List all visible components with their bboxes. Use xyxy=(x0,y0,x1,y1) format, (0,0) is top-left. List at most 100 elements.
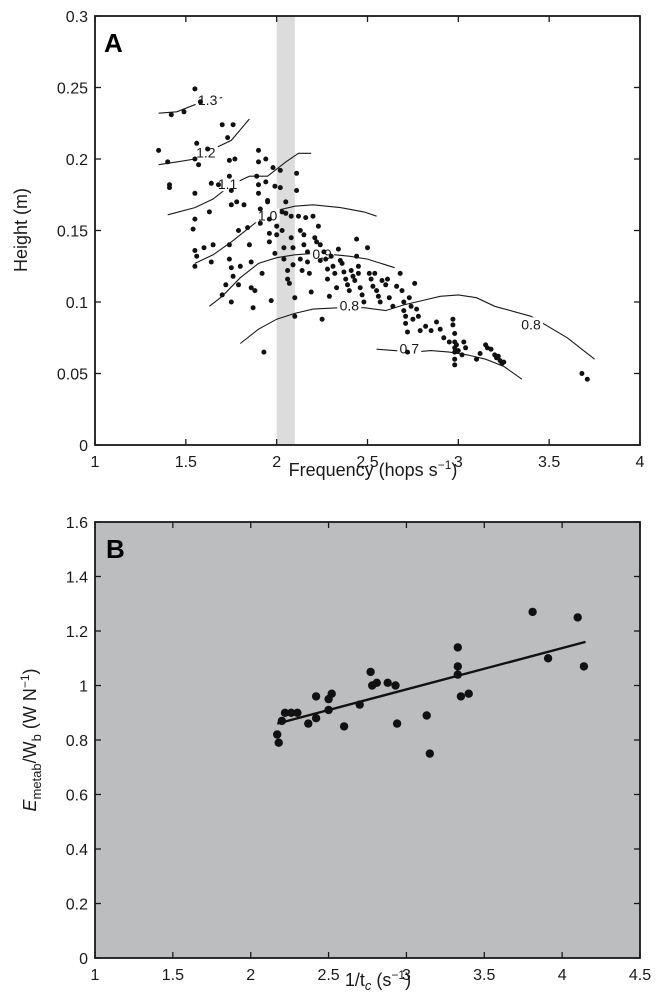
data-point xyxy=(399,288,405,294)
data-point xyxy=(248,285,254,291)
data-point xyxy=(350,273,356,279)
data-point xyxy=(270,165,276,171)
data-point xyxy=(210,242,216,248)
data-point xyxy=(366,270,372,276)
contour-lines: 1.31.21.11.00.90.80.80.7 xyxy=(158,92,595,380)
y-tick-label: 0.6 xyxy=(66,788,88,805)
data-point xyxy=(305,249,310,255)
data-point xyxy=(501,359,507,365)
data-point xyxy=(377,299,383,305)
data-point xyxy=(288,213,294,219)
data-point xyxy=(311,714,321,723)
data-point xyxy=(379,278,385,283)
contour-label-bg xyxy=(397,341,422,356)
data-point xyxy=(165,159,171,165)
contour-label: 1.1 xyxy=(218,176,238,192)
data-point xyxy=(308,289,314,295)
panel-a: 1.31.21.11.00.90.80.80.7 1 1.5 2 2.5 3 3.5 400… xyxy=(11,9,645,480)
data-point xyxy=(274,232,280,238)
data-point xyxy=(197,99,203,105)
x-tick-label: 2.5 xyxy=(356,454,378,471)
data-point xyxy=(226,173,232,179)
x-tick-label: 2 xyxy=(246,967,255,984)
data-point xyxy=(226,157,232,163)
x-tick-label: 1 xyxy=(91,967,100,984)
data-point xyxy=(206,209,212,215)
data-point xyxy=(394,283,400,289)
data-point xyxy=(434,319,439,325)
contour-label: 0.8 xyxy=(521,316,541,332)
data-point xyxy=(361,299,367,305)
data-point xyxy=(190,226,196,232)
data-point xyxy=(495,353,501,359)
data-point xyxy=(334,285,340,291)
data-point xyxy=(268,298,274,304)
data-point xyxy=(263,179,269,185)
data-point xyxy=(368,276,374,282)
data-point xyxy=(192,86,198,92)
data-point xyxy=(201,245,207,251)
y-tick-label: 1.6 xyxy=(66,515,88,532)
data-point xyxy=(317,258,323,263)
data-point xyxy=(192,248,198,253)
data-point xyxy=(450,322,456,328)
data-point xyxy=(296,213,301,219)
panel-letter-b: B xyxy=(106,534,125,564)
data-point xyxy=(194,140,200,146)
data-point xyxy=(321,249,327,255)
data-point xyxy=(317,242,323,248)
data-point xyxy=(245,225,251,231)
data-point xyxy=(339,260,345,266)
data-point xyxy=(375,293,381,299)
data-point xyxy=(573,613,582,622)
data-point xyxy=(248,259,254,265)
data-point xyxy=(366,667,375,677)
data-point xyxy=(441,335,447,341)
y-tick-label: 0.15 xyxy=(57,224,88,241)
contour-line xyxy=(209,252,395,307)
x-tick-label: 1 xyxy=(91,454,100,471)
data-point xyxy=(205,146,211,152)
y-tick-label: 0.25 xyxy=(57,81,88,98)
contour-label: 1.3 xyxy=(198,92,218,108)
x-tick-label: 4 xyxy=(636,454,645,471)
data-point xyxy=(246,242,252,248)
data-point xyxy=(301,242,307,248)
data-point xyxy=(397,270,403,276)
contour-label-bg xyxy=(337,298,362,313)
data-point xyxy=(303,215,309,221)
data-point xyxy=(335,246,341,252)
data-point xyxy=(312,235,318,241)
data-point xyxy=(345,282,350,288)
data-point xyxy=(403,320,409,326)
data-point xyxy=(219,292,225,298)
data-point xyxy=(455,348,461,354)
data-point xyxy=(285,276,291,282)
data-point xyxy=(454,342,459,348)
data-point xyxy=(324,705,333,715)
data-point xyxy=(274,223,280,229)
y-tick-label: 0 xyxy=(79,951,88,968)
x-tick-label: 2 xyxy=(272,454,281,471)
contour-label: 0.7 xyxy=(400,341,420,357)
data-point xyxy=(216,182,221,188)
contour-label-bg xyxy=(255,208,280,223)
data-point xyxy=(259,270,265,276)
y-tick-label: 1.2 xyxy=(66,624,88,641)
data-point xyxy=(299,268,305,273)
data-point xyxy=(392,719,402,728)
data-point xyxy=(290,245,296,251)
y-tick-label: 0.1 xyxy=(66,295,88,312)
y-tick-label: 0 xyxy=(79,438,88,455)
data-point xyxy=(208,259,214,265)
data-point xyxy=(254,173,260,179)
contour-label-bg xyxy=(193,145,218,160)
data-point xyxy=(543,654,553,663)
data-point xyxy=(228,265,234,271)
data-point xyxy=(352,278,358,283)
data-point xyxy=(452,331,458,336)
data-point xyxy=(281,256,287,262)
y-axis-label: Height (m) xyxy=(11,188,31,272)
data-point xyxy=(453,643,462,652)
data-point xyxy=(328,253,334,259)
